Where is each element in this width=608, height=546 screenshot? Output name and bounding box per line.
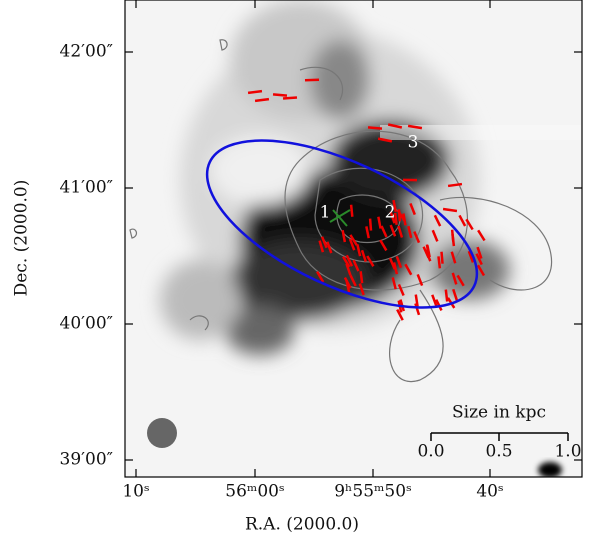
- x-tick-label: 9ʰ55ᵐ50ˢ: [334, 482, 412, 502]
- scale-bar-label: 1.0: [554, 442, 581, 462]
- vector: [442, 252, 443, 264]
- vector: [273, 94, 287, 95]
- x-tick-label: 40ˢ: [476, 482, 503, 502]
- vector: [438, 256, 439, 268]
- x-axis-label: R.A. (2000.0): [245, 515, 359, 535]
- beam: [147, 418, 177, 448]
- annotation: 1: [320, 203, 331, 223]
- y-tick-label: 42′00″: [60, 42, 113, 62]
- x-tick-label: 56ᵐ00ˢ: [225, 482, 284, 502]
- y-tick-label: 39′00″: [60, 450, 113, 470]
- scale-bar-label: 0.0: [417, 442, 444, 462]
- vector: [370, 219, 371, 231]
- y-tick-label: 41′00″: [60, 178, 113, 198]
- annotation: 3: [408, 133, 419, 153]
- vector: [446, 290, 447, 302]
- vector: [361, 271, 363, 283]
- sky-image: 1 2 3 Size in kpc 0.0 0.5 1.0: [125, 0, 582, 478]
- x-tick-label: 10ˢ: [122, 482, 149, 502]
- vector: [305, 80, 319, 81]
- y-tick-label: 40′00″: [60, 314, 113, 334]
- vector: [283, 98, 297, 99]
- y-axis-label: Dec. (2000.0): [12, 180, 32, 297]
- vector: [351, 205, 352, 217]
- annotation: 2: [385, 203, 396, 223]
- scale-bar-label: 0.5: [485, 442, 512, 462]
- scale-bar-title: Size in kpc: [452, 403, 546, 423]
- vector: [452, 234, 453, 246]
- vector: [248, 91, 262, 93]
- vector: [399, 209, 400, 221]
- vector: [368, 127, 382, 128]
